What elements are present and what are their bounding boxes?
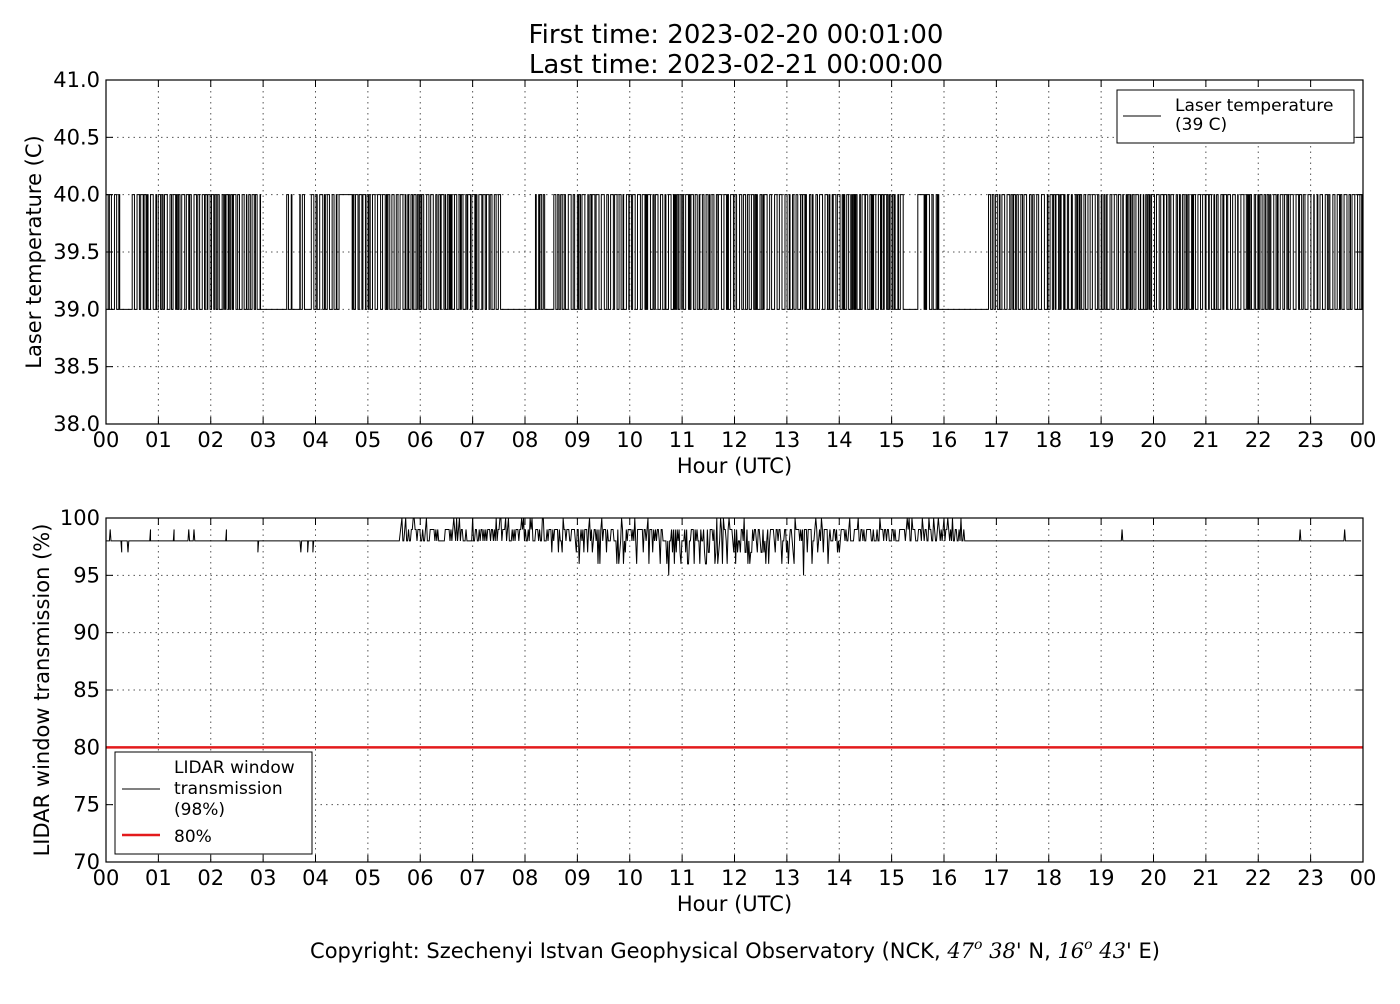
temp-x-tick-label: 18 (1035, 428, 1062, 452)
lat-minutes: 38' (989, 939, 1022, 963)
lidar-x-tick-label: 10 (616, 866, 643, 890)
temp-x-tick-label: 19 (1088, 428, 1115, 452)
temp-y-axis-label: Laser temperature (C) (22, 135, 46, 368)
lidar-legend-box (114, 751, 313, 855)
temp-y-tick-label: 39.0 (53, 297, 100, 321)
temp-x-tick-label: 00 (1350, 428, 1377, 452)
lidar-transmission-panel: 00 01 02 03 04 05 06 07 08 09 10 11 12 13 14 15 16 17 18 19… (30, 506, 1376, 916)
lidar-x-tick-label: 11 (669, 866, 696, 890)
lidar-x-tick-label: 14 (826, 866, 853, 890)
lidar-y-tick-label: 95 (73, 563, 100, 587)
copyright-text: Copyright: Szechenyi Istvan Geophysical … (310, 937, 1160, 963)
lidar-x-tick-label: 07 (459, 866, 486, 890)
temp-x-tick-label: 15 (878, 428, 905, 452)
threshold-legend-label: 80% (174, 827, 212, 847)
lidar-y-tick-label: 100 (60, 506, 100, 530)
lidar-x-tick-label: 15 (878, 866, 905, 890)
temp-x-tick-label: 03 (250, 428, 277, 452)
title-line-2: Last time: 2023-02-21 00:00:00 (529, 50, 943, 80)
temp-y-tick-label: 38.5 (53, 355, 100, 379)
lidar-x-tick-label: 21 (1193, 866, 1220, 890)
temp-legend-label-line1: Laser temperature (1175, 96, 1333, 116)
lon-degrees: 16 (1057, 939, 1084, 963)
title-line-1: First time: 2023-02-20 00:01:00 (529, 20, 944, 50)
temp-y-tick-label: 39.5 (53, 240, 100, 264)
laser-temperature-panel: 00 01 02 03 04 05 06 07 08 09 10 11 12 13 14 15 16 17 18 19… (22, 68, 1376, 478)
temp-axes-frame (105, 79, 1364, 425)
lidar-x-axis-label: Hour (UTC) (677, 892, 792, 916)
temp-x-tick-label: 02 (197, 428, 224, 452)
temp-x-tick-label: 23 (1297, 428, 1324, 452)
temp-x-tick-label: 12 (721, 428, 748, 452)
lidar-x-tick-label: 23 (1297, 866, 1324, 890)
lidar-x-tick-label: 00 (1350, 866, 1377, 890)
lidar-y-axis-label: LIDAR window transmission (%) (30, 524, 54, 857)
lidar-x-tick-label: 01 (145, 866, 172, 890)
lidar-x-tick-label: 08 (512, 866, 539, 890)
temp-x-tick-label: 10 (616, 428, 643, 452)
lat-direction: N, (1028, 939, 1050, 963)
temp-x-tick-label: 11 (669, 428, 696, 452)
lidar-x-tick-label: 19 (1088, 866, 1115, 890)
temp-x-tick-label: 01 (145, 428, 172, 452)
temp-y-tick-label: 40.5 (53, 125, 100, 149)
lidar-x-tick-label: 16 (931, 866, 958, 890)
temp-x-tick-label: 17 (983, 428, 1010, 452)
lon-degree-sign: o (1084, 937, 1092, 953)
lidar-x-tick-label: 20 (1140, 866, 1167, 890)
temp-x-axis-label: Hour (UTC) (677, 454, 792, 478)
lidar-x-tick-label: 00 (93, 866, 120, 890)
temp-x-tick-label: 13 (774, 428, 801, 452)
lidar-y-tick-label: 90 (73, 621, 100, 645)
temp-x-tick-label: 09 (564, 428, 591, 452)
lidar-y-tick-label: 70 (73, 850, 100, 874)
lidar-y-tick-label: 75 (73, 793, 100, 817)
temp-x-tick-label: 05 (355, 428, 382, 452)
temp-x-tick-label: 14 (826, 428, 853, 452)
temp-x-tick-label: 20 (1140, 428, 1167, 452)
temp-legend-label-line2: (39 C) (1175, 115, 1227, 135)
lat-degree-sign: o (974, 937, 982, 953)
lidar-x-tick-label: 06 (407, 866, 434, 890)
temp-x-tick-label: 16 (931, 428, 958, 452)
lidar-legend-label-line3: (98%) (174, 800, 225, 820)
temp-y-tick-label: 38.0 (53, 412, 100, 436)
temp-x-tick-label: 08 (512, 428, 539, 452)
lidar-axes-frame (105, 517, 1364, 863)
laser-temperature-line (105, 194, 1364, 310)
lon-minutes: 43' (1098, 939, 1132, 963)
lidar-transmission-line (106, 517, 1362, 576)
lon-direction: E) (1138, 939, 1159, 963)
lidar-legend-label-line2: transmission (174, 779, 283, 799)
temp-legend-box (1116, 89, 1355, 144)
lidar-x-tick-label: 05 (355, 866, 382, 890)
lidar-x-tick-label: 02 (197, 866, 224, 890)
lidar-x-tick-label: 17 (983, 866, 1010, 890)
temp-y-tick-label: 41.0 (53, 68, 100, 92)
lidar-x-tick-label: 12 (721, 866, 748, 890)
lidar-y-tick-label: 85 (73, 678, 100, 702)
temp-legend: Laser temperature(39 C) (1116, 89, 1355, 144)
temp-x-tick-label: 21 (1193, 428, 1220, 452)
temp-x-tick-label: 04 (302, 428, 329, 452)
temp-y-tick-label: 40.0 (53, 183, 100, 207)
temp-x-tick-label: 00 (93, 428, 120, 452)
lidar-x-tick-label: 22 (1245, 866, 1272, 890)
copyright-prefix: Copyright: Szechenyi Istvan Geophysical … (310, 939, 947, 963)
lat-degrees: 47 (946, 939, 974, 963)
lidar-legend-label-line1: LIDAR window (174, 758, 295, 778)
lidar-x-tick-label: 13 (774, 866, 801, 890)
temp-x-tick-label: 06 (407, 428, 434, 452)
lidar-x-tick-label: 04 (302, 866, 329, 890)
temp-x-tick-label: 22 (1245, 428, 1272, 452)
lidar-x-tick-label: 09 (564, 866, 591, 890)
lidar-x-tick-label: 03 (250, 866, 277, 890)
lidar-y-tick-label: 80 (73, 735, 100, 759)
temp-x-tick-label: 07 (459, 428, 486, 452)
lidar-x-tick-label: 18 (1035, 866, 1062, 890)
